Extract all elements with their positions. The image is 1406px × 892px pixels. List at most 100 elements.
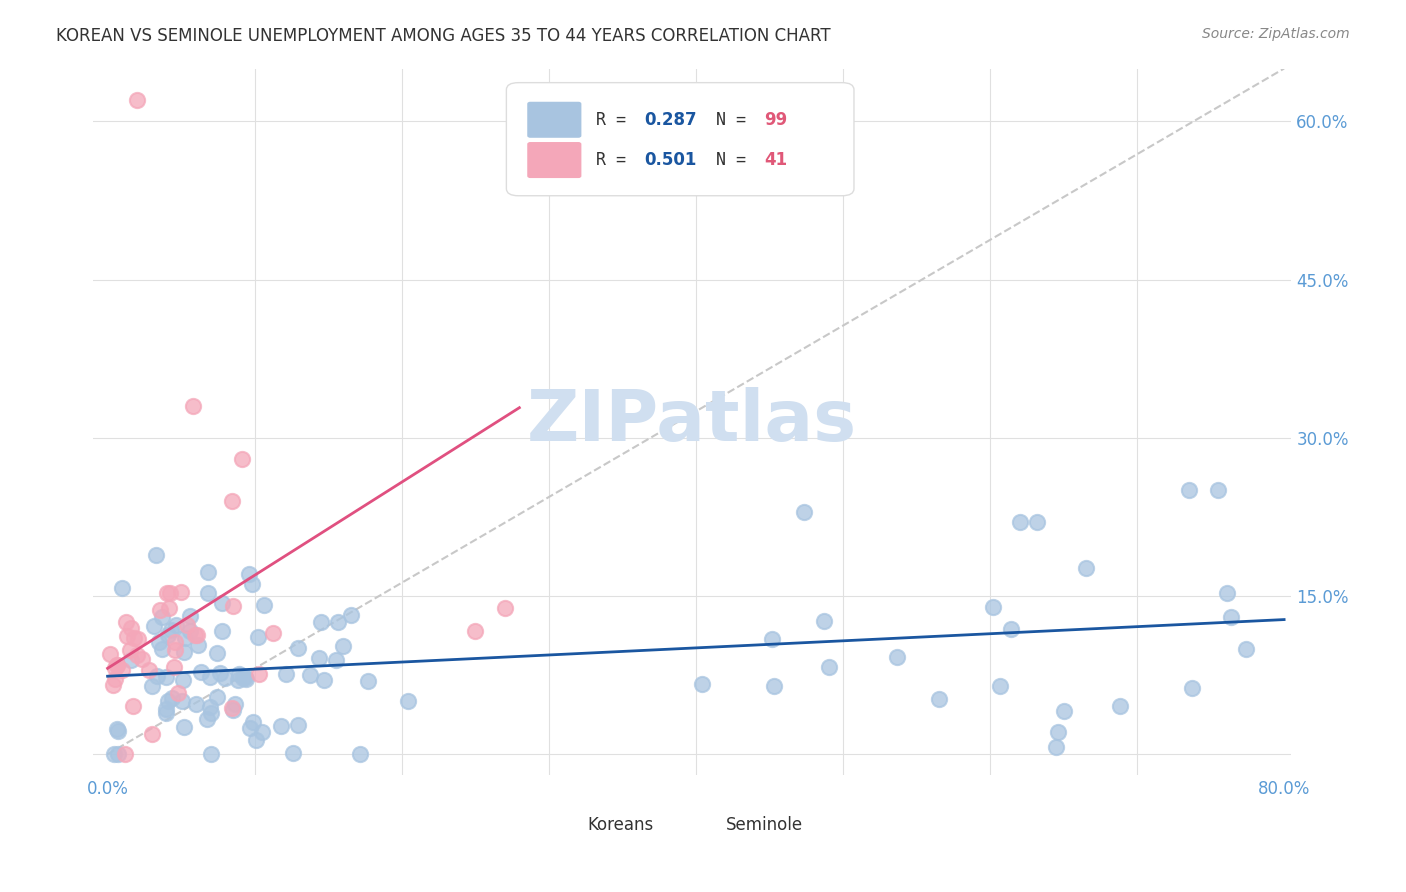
Text: ZIPatlas: ZIPatlas xyxy=(527,387,858,457)
Point xyxy=(170,585,193,599)
Text: KOREAN VS SEMINOLE UNEMPLOYMENT AMONG AGES 35 TO 44 YEARS CORRELATION CHART: KOREAN VS SEMINOLE UNEMPLOYMENT AMONG AG… xyxy=(56,27,831,45)
Point xyxy=(159,624,181,638)
Point xyxy=(165,618,187,632)
Point xyxy=(183,628,205,642)
Point xyxy=(190,665,212,680)
Point xyxy=(98,647,121,661)
Point xyxy=(981,599,1004,614)
Point xyxy=(160,690,183,705)
Point xyxy=(247,667,270,681)
Point xyxy=(1053,704,1076,718)
Point xyxy=(242,577,264,591)
Point xyxy=(207,690,229,704)
Point xyxy=(107,724,129,739)
Point xyxy=(165,643,187,657)
Point xyxy=(988,679,1011,693)
Point xyxy=(120,653,142,667)
Point xyxy=(793,505,815,519)
Point xyxy=(163,635,186,649)
Point xyxy=(1181,681,1204,695)
Point xyxy=(813,614,835,628)
Point xyxy=(155,702,177,716)
Point xyxy=(155,670,177,684)
Point xyxy=(146,669,169,683)
Point xyxy=(157,601,180,615)
Point xyxy=(184,697,207,711)
Point xyxy=(107,747,129,762)
Point xyxy=(1216,586,1239,600)
Point xyxy=(125,93,148,107)
Text: N =: N = xyxy=(716,112,756,129)
Point xyxy=(110,664,132,678)
Point xyxy=(118,643,141,657)
Point xyxy=(886,649,908,664)
Point xyxy=(245,733,267,747)
Point xyxy=(1008,515,1031,529)
Point xyxy=(200,670,222,684)
Point xyxy=(332,639,354,653)
Point xyxy=(156,628,179,642)
Point xyxy=(221,494,243,508)
Point xyxy=(111,581,134,595)
Point xyxy=(1026,515,1049,529)
Text: Koreans: Koreans xyxy=(588,816,654,834)
Point xyxy=(195,712,218,726)
Point xyxy=(690,677,713,691)
Point xyxy=(222,599,245,614)
Point xyxy=(817,660,839,674)
FancyBboxPatch shape xyxy=(529,103,581,137)
Point xyxy=(197,565,219,579)
Point xyxy=(250,725,273,739)
Point xyxy=(1108,699,1130,714)
Point xyxy=(179,624,201,638)
Point xyxy=(312,673,335,687)
Text: 99: 99 xyxy=(763,112,787,129)
Point xyxy=(141,679,163,693)
Text: 0.501: 0.501 xyxy=(644,152,696,169)
Point xyxy=(1178,483,1201,498)
Point xyxy=(1220,610,1243,624)
Point xyxy=(326,615,349,630)
Point xyxy=(174,632,197,646)
Point xyxy=(928,692,950,706)
Point xyxy=(197,586,219,600)
Point xyxy=(211,624,233,638)
Point xyxy=(228,666,250,681)
Point xyxy=(143,619,166,633)
Point xyxy=(1000,623,1022,637)
Point xyxy=(214,671,236,685)
Point xyxy=(172,693,194,707)
Point xyxy=(226,673,249,688)
Point xyxy=(179,608,201,623)
Point xyxy=(141,727,163,741)
Text: R =: R = xyxy=(596,152,637,169)
Point xyxy=(205,646,228,660)
Point xyxy=(150,609,173,624)
Point xyxy=(762,679,785,693)
Point xyxy=(145,548,167,562)
Point xyxy=(103,747,125,762)
Point xyxy=(159,586,181,600)
Point xyxy=(246,630,269,644)
Point xyxy=(1234,641,1257,656)
Point xyxy=(148,634,170,648)
Point xyxy=(176,618,198,632)
FancyBboxPatch shape xyxy=(506,83,853,195)
Point xyxy=(309,615,332,629)
Point xyxy=(274,666,297,681)
Point xyxy=(173,645,195,659)
Point xyxy=(103,678,125,692)
Point xyxy=(761,632,783,647)
Point xyxy=(231,451,253,466)
Point xyxy=(155,586,177,600)
Point xyxy=(253,599,276,613)
Point xyxy=(1046,725,1069,739)
Point xyxy=(200,706,222,720)
Point xyxy=(181,399,204,413)
Text: 41: 41 xyxy=(763,152,787,169)
Text: R =: R = xyxy=(596,112,637,129)
Point xyxy=(200,747,222,762)
Point xyxy=(127,648,149,663)
Point xyxy=(115,615,138,629)
Point xyxy=(494,601,516,615)
